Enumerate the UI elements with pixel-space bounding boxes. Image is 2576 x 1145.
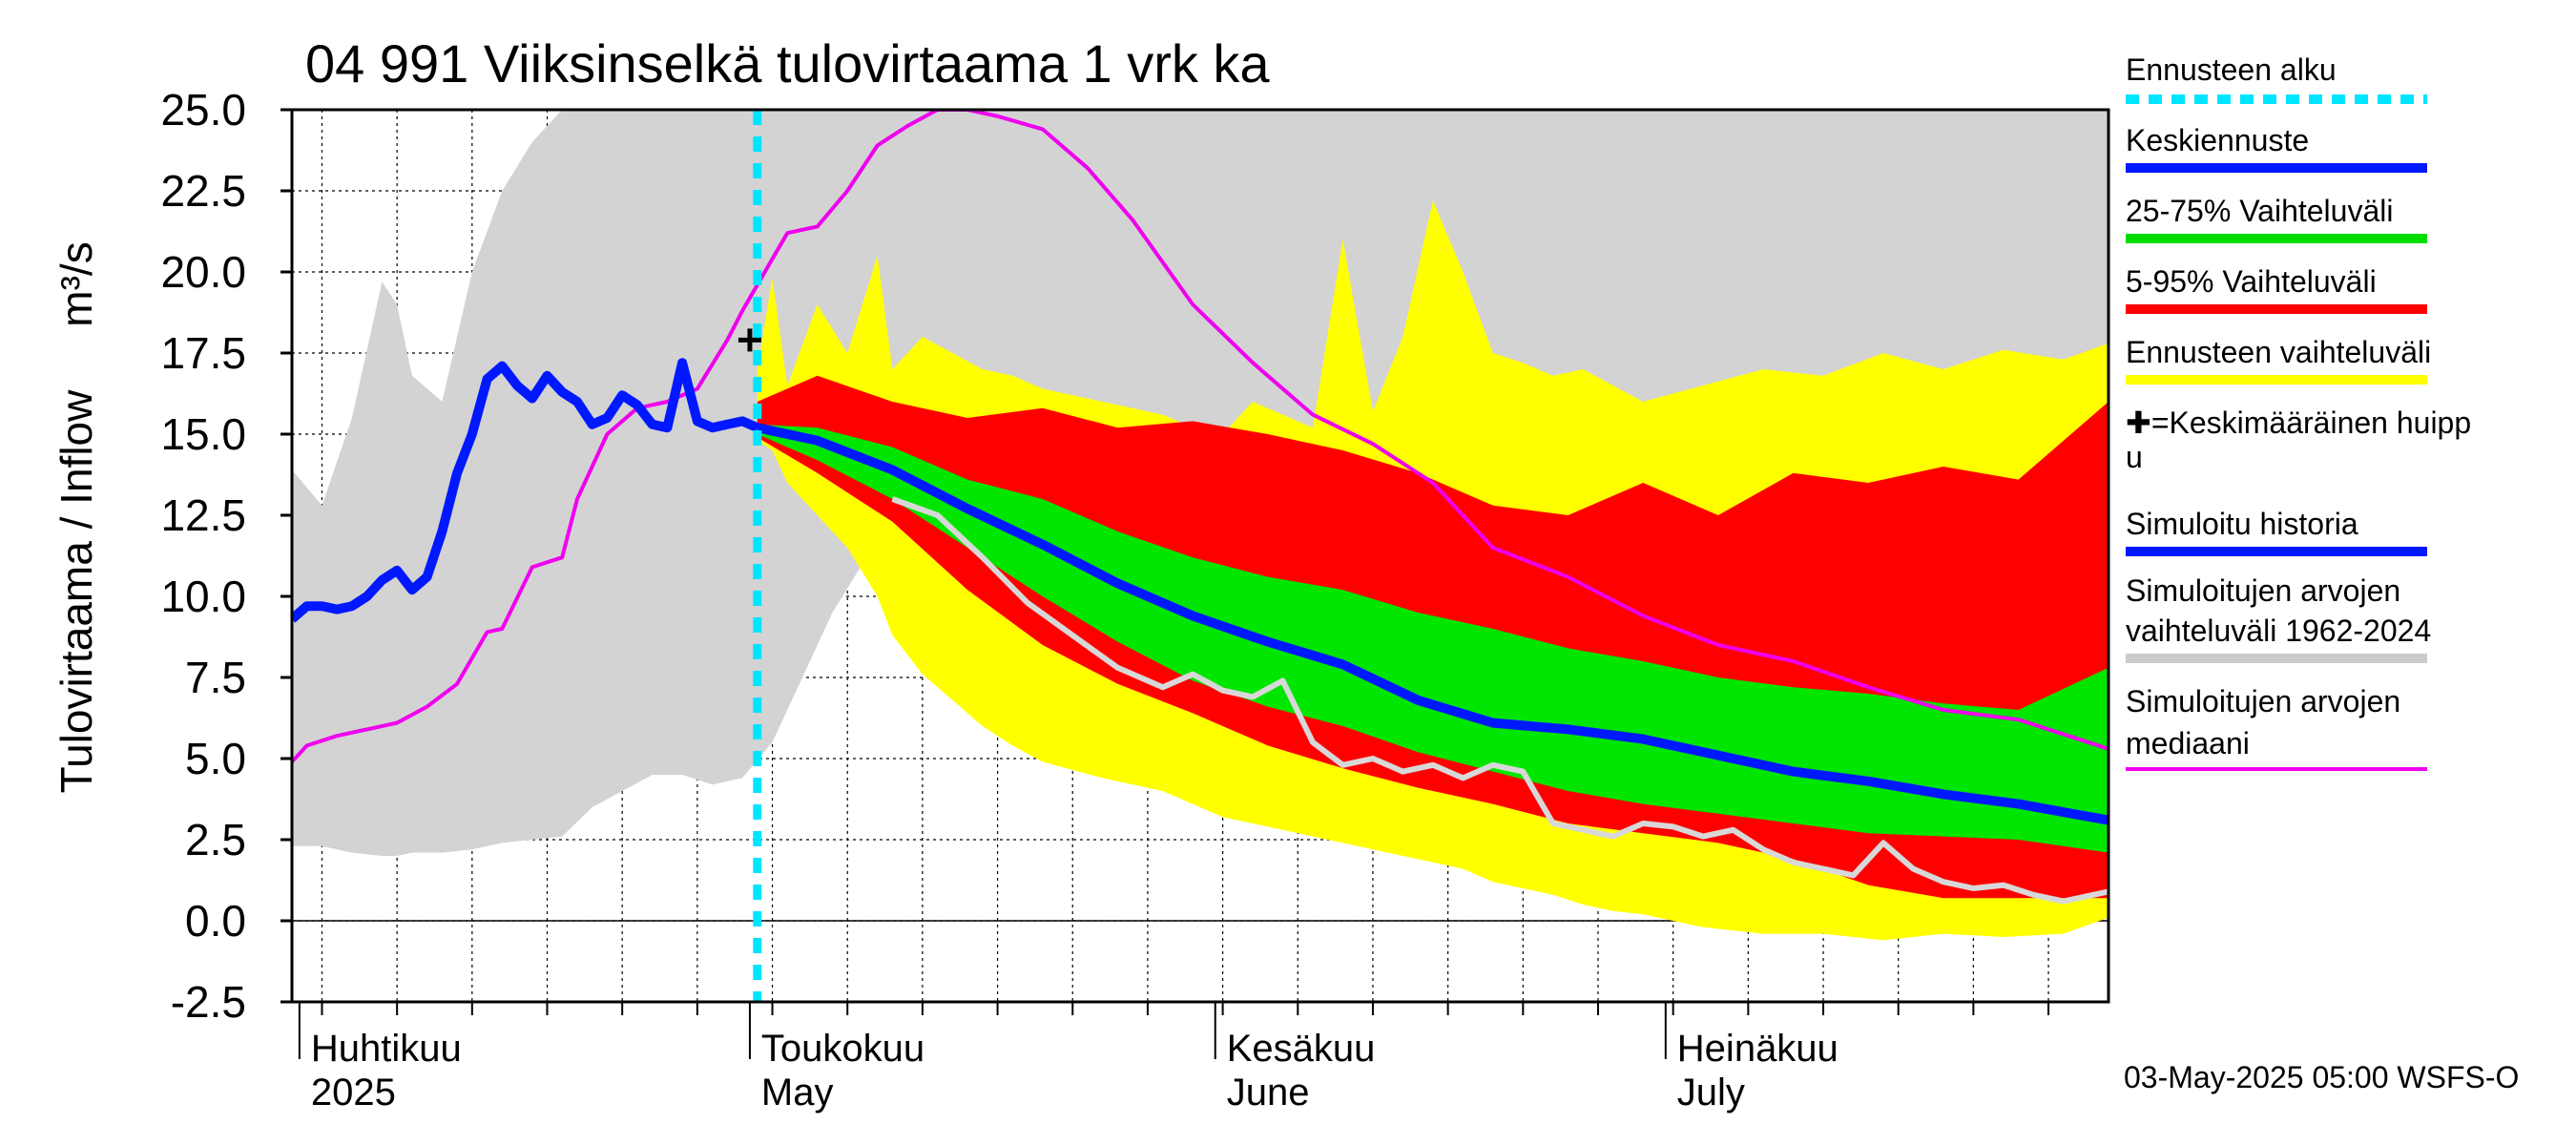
month-label-fi: Toukokuu <box>761 1028 924 1070</box>
mean-peak-marker <box>737 328 761 352</box>
legend-label: Ennusteen vaihteluväli <box>2126 335 2431 369</box>
y-tick-label: 20.0 <box>160 247 246 297</box>
legend-label: Simuloitujen arvojen <box>2126 684 2400 718</box>
legend-label: Simuloitu historia <box>2126 507 2358 541</box>
y-tick-label: -2.5 <box>171 977 246 1027</box>
legend-label: Simuloitujen arvojen <box>2126 573 2400 608</box>
legend-label: 5-95% Vaihteluväli <box>2126 264 2377 299</box>
y-tick-label: 12.5 <box>160 490 246 540</box>
legend-label: u <box>2126 440 2143 474</box>
legend-label: mediaani <box>2126 726 2250 760</box>
p25-75-band <box>757 424 2109 853</box>
y-tick-label: 10.0 <box>160 572 246 621</box>
legend-label: Ennusteen alku <box>2126 52 2337 87</box>
legend: Ennusteen alku Keskiennuste 25-75% Vaihtel… <box>2126 52 2471 771</box>
historical-median-line <box>292 110 2109 763</box>
month-label-en: June <box>1227 1072 1310 1114</box>
footer-timestamp: 03-May-2025 05:00 WSFS-O <box>2124 1060 2519 1094</box>
month-label-en: July <box>1677 1072 1745 1114</box>
y-tick-label: 0.0 <box>185 896 246 946</box>
y-tick-label: 25.0 <box>160 85 246 135</box>
month-label-fi: Huhtikuu <box>311 1028 462 1070</box>
month-label-fi: Kesäkuu <box>1227 1028 1376 1070</box>
simulated-history-line <box>292 358 759 623</box>
month-label-en: 2025 <box>311 1072 396 1114</box>
month-label-fi: Heinäkuu <box>1677 1028 1839 1070</box>
y-tick-label: 2.5 <box>185 815 246 864</box>
y-tick-label: 5.0 <box>185 734 246 783</box>
median-forecast-line <box>756 423 2109 825</box>
chart-title: 04 991 Viiksinselkä tulovirtaama 1 vrk k… <box>305 33 1270 94</box>
legend-label: vaihteluväli 1962-2024 <box>2126 614 2431 648</box>
y-tick-label: 7.5 <box>185 653 246 702</box>
legend-label: Keskiennuste <box>2126 123 2309 157</box>
y-axis-unit: m³/s <box>52 241 101 326</box>
simulated-median-actual-line <box>891 496 2109 905</box>
y-ticks: 25.0 22.5 20.0 17.5 15.0 12.5 10.0 7.5 5.0 2.5 0.0… <box>160 85 292 1027</box>
plot-area <box>290 108 2110 1004</box>
legend-label: 25-75% Vaihteluväli <box>2126 194 2393 228</box>
month-label-en: May <box>761 1072 834 1114</box>
y-tick-label: 15.0 <box>160 409 246 459</box>
y-tick-label: 17.5 <box>160 328 246 378</box>
y-axis-label: Tulovirtaama / Inflow <box>52 389 101 793</box>
legend-label: ✚=Keskimääräinen huipp <box>2126 406 2471 440</box>
plot-frame <box>290 108 2110 1004</box>
series-group <box>292 110 2109 941</box>
y-tick-label: 22.5 <box>160 166 246 216</box>
